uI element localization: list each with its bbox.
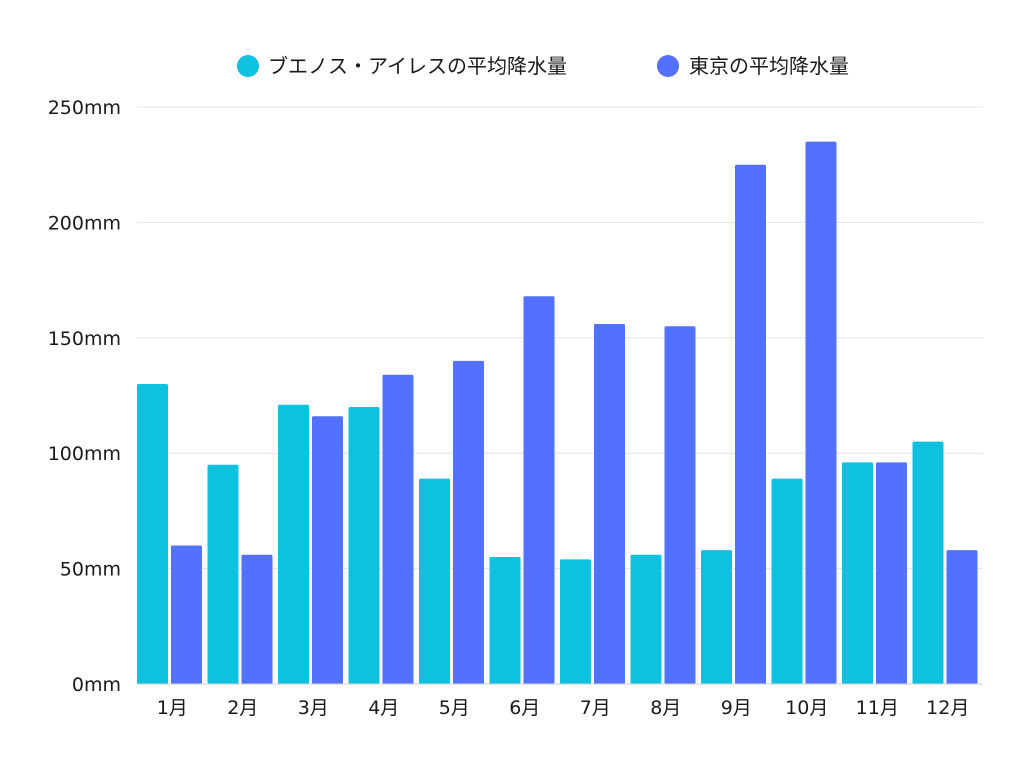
legend-swatch <box>657 55 679 77</box>
bar-buenos-aires-7[interactable] <box>560 559 591 684</box>
x-tick-label: 3月 <box>298 697 329 719</box>
x-tick-label: 5月 <box>439 697 470 719</box>
legend-swatch <box>237 55 259 77</box>
bar-buenos-aires-11[interactable] <box>842 462 873 684</box>
bar-tokyo-10[interactable] <box>805 141 837 684</box>
bar-tokyo-7[interactable] <box>594 323 625 684</box>
x-axis-labels: 1月 2月 3月 4月 5月 6月 7月 8月 9月 10月 11月 12月 <box>157 697 970 719</box>
x-tick-label: 11月 <box>856 697 899 719</box>
bar-buenos-aires-3[interactable] <box>278 404 309 684</box>
y-tick-label: 150mm <box>48 328 121 350</box>
y-tick-label: 250mm <box>48 97 121 119</box>
bar-buenos-aires-12[interactable] <box>912 441 944 684</box>
legend-label: ブエノス・アイレスの平均降水量 <box>268 54 567 78</box>
bar-tokyo-5[interactable] <box>453 360 484 684</box>
bar-buenos-aires-9[interactable] <box>701 550 732 684</box>
bar-tokyo-1[interactable] <box>171 545 202 684</box>
x-tick-label: 6月 <box>509 697 540 719</box>
y-tick-label: 0mm <box>72 674 121 696</box>
bar-buenos-aires-10[interactable] <box>771 478 803 684</box>
bar-tokyo-2[interactable] <box>241 554 273 684</box>
y-tick-label: 50mm <box>60 559 121 581</box>
legend-item-tokyo[interactable]: 東京の平均降水量 <box>657 54 849 78</box>
legend-item-buenos-aires[interactable]: ブエノス・アイレスの平均降水量 <box>237 54 567 78</box>
y-tick-label: 200mm <box>48 212 121 234</box>
x-tick-label: 2月 <box>227 697 258 719</box>
bar-tokyo-12[interactable] <box>946 550 978 684</box>
x-tick-label: 8月 <box>650 697 681 719</box>
bar-tokyo-6[interactable] <box>523 296 555 684</box>
y-axis-labels: 0mm 50mm 100mm 150mm 200mm 250mm <box>48 97 121 696</box>
bar-buenos-aires-6[interactable] <box>489 557 521 684</box>
bar-buenos-aires-2[interactable] <box>207 464 239 684</box>
x-tick-label: 7月 <box>580 697 611 719</box>
bar-tokyo-3[interactable] <box>312 416 343 684</box>
y-tick-label: 100mm <box>48 443 121 465</box>
x-tick-label: 10月 <box>785 697 828 719</box>
legend-label: 東京の平均降水量 <box>689 54 849 78</box>
bar-buenos-aires-8[interactable] <box>630 554 662 684</box>
x-tick-label: 12月 <box>926 697 969 719</box>
bar-buenos-aires-5[interactable] <box>419 478 450 684</box>
bar-tokyo-4[interactable] <box>382 374 414 684</box>
bar-tokyo-9[interactable] <box>735 164 766 684</box>
bar-tokyo-11[interactable] <box>876 462 907 684</box>
bar-buenos-aires-4[interactable] <box>348 407 380 684</box>
legend: ブエノス・アイレスの平均降水量 東京の平均降水量 <box>237 54 849 78</box>
x-tick-label: 9月 <box>721 697 752 719</box>
bar-tokyo-8[interactable] <box>664 326 696 684</box>
x-tick-label: 4月 <box>368 697 399 719</box>
x-tick-label: 1月 <box>157 697 188 719</box>
bar-buenos-aires-1[interactable] <box>137 383 168 684</box>
bars <box>137 141 978 684</box>
